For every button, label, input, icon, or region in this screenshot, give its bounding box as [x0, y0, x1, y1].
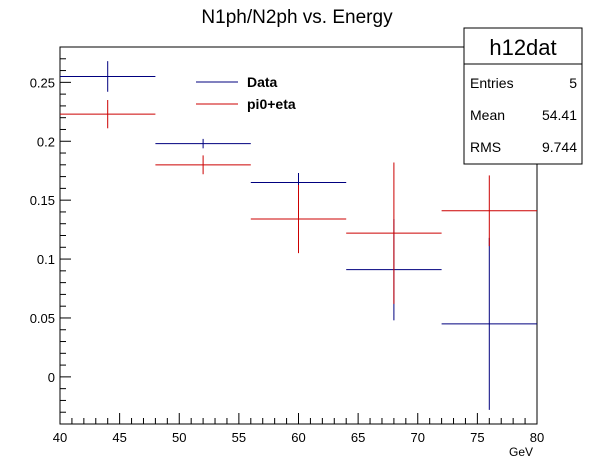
stats-entries-label: Entries	[470, 75, 514, 91]
y-axis: 0 0.05 0.1 0.15 0.2 0.25	[30, 46, 71, 425]
data-point	[60, 100, 156, 129]
y-tick-label: 0.2	[37, 134, 55, 149]
x-tick-label: 75	[470, 430, 484, 445]
stats-entries-value: 5	[569, 75, 577, 91]
x-tick-label: 60	[291, 430, 305, 445]
data-point	[60, 61, 156, 92]
data-point	[441, 237, 537, 410]
stats-mean-value: 54.41	[542, 107, 577, 123]
x-tick-label: 45	[112, 430, 126, 445]
x-axis: 40 45 50 55 60 65 70 75 80	[53, 413, 544, 445]
y-tick-label: 0.15	[30, 193, 55, 208]
data-point	[441, 175, 537, 247]
legend-label-data: Data	[247, 74, 278, 90]
data-point	[155, 138, 251, 149]
y-tick-label: 0.1	[37, 252, 55, 267]
stats-rms-value: 9.744	[542, 139, 577, 155]
stats-box: h12dat Entries 5 Mean 54.41 RMS 9.744	[463, 27, 583, 165]
x-axis-label: GeV	[509, 445, 533, 459]
legend: Data pi0+eta	[196, 74, 296, 112]
data-point	[155, 155, 251, 175]
y-tick-label: 0	[48, 370, 55, 385]
y-tick-label: 0.25	[30, 75, 55, 90]
stats-box-frame	[463, 27, 583, 165]
x-tick-label: 70	[411, 430, 425, 445]
x-tick-label: 55	[232, 430, 246, 445]
x-tick-label: 80	[530, 430, 544, 445]
x-tick-label: 65	[351, 430, 365, 445]
stats-rms-label: RMS	[470, 139, 501, 155]
stats-mean-label: Mean	[470, 107, 505, 123]
y-tick-label: 0.05	[30, 311, 55, 326]
chart-title: N1ph/N2ph vs. Energy	[201, 7, 393, 28]
legend-label-pi0-eta: pi0+eta	[247, 96, 296, 112]
data-point	[346, 162, 442, 304]
series-layer	[60, 61, 537, 410]
data-point	[250, 184, 347, 254]
x-tick-label: 40	[53, 430, 67, 445]
series-pi0-eta	[60, 100, 537, 304]
stats-box-title: h12dat	[489, 35, 556, 60]
x-tick-label: 50	[172, 430, 186, 445]
